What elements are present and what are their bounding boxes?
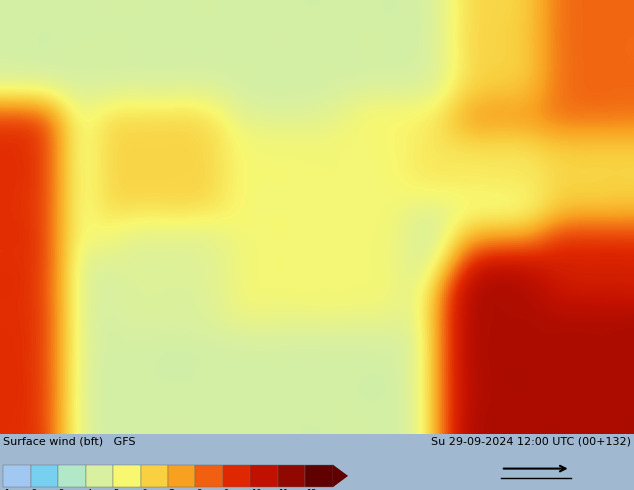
Bar [30,465,58,487]
Text: Su 29-09-2024 12:00 UTC (00+132): Su 29-09-2024 12:00 UTC (00+132) [431,437,631,446]
Bar [3,465,30,487]
Bar [195,465,223,487]
Bar [250,465,278,487]
Bar [58,465,86,487]
Bar [168,465,195,487]
Bar [278,465,306,487]
Bar [223,465,250,487]
Bar [86,465,113,487]
Polygon shape [333,465,348,487]
Text: Surface wind (bft)   GFS: Surface wind (bft) GFS [3,437,136,446]
Bar [113,465,141,487]
Bar [306,465,333,487]
Bar [141,465,168,487]
